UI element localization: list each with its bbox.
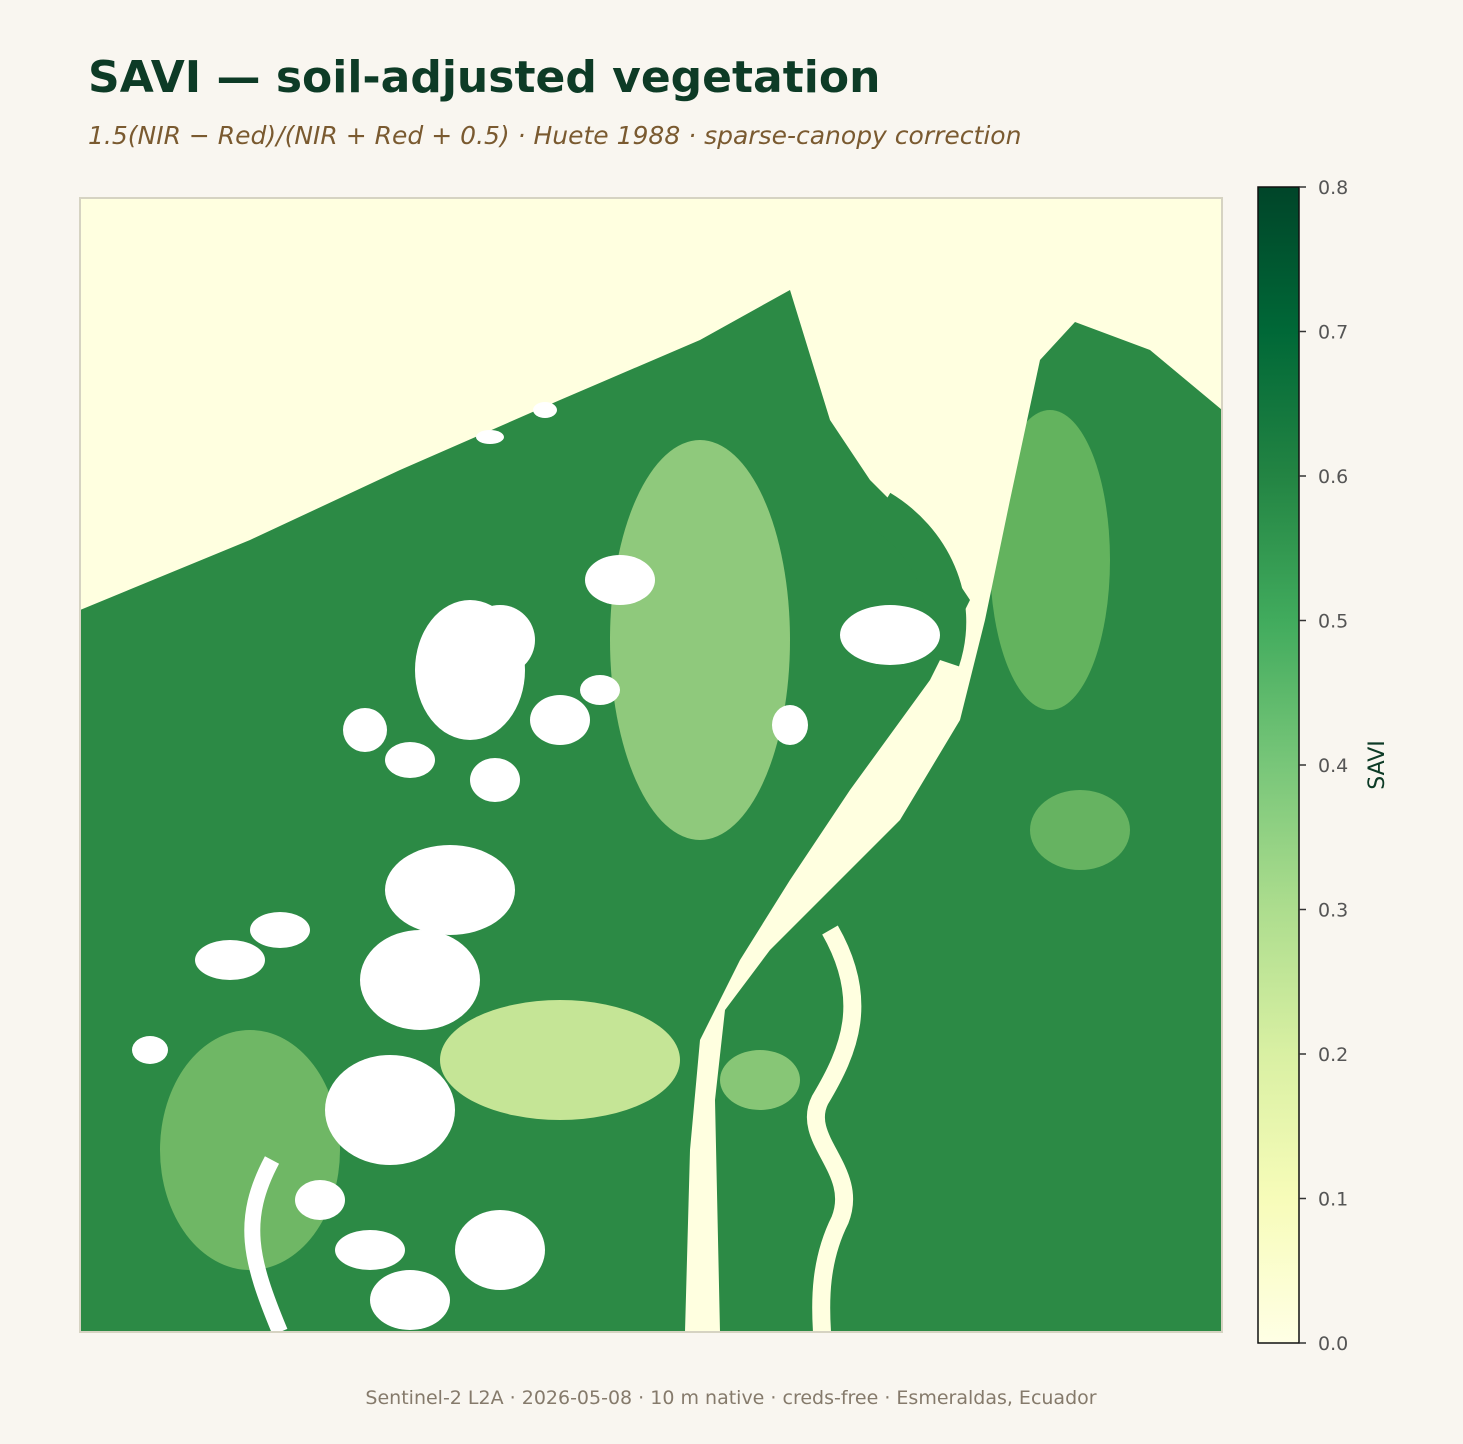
title: SAVI — soil-adjusted vegetation xyxy=(88,52,880,103)
map xyxy=(79,197,1223,1333)
colorbar-tick-label: 0.0 xyxy=(1318,1333,1348,1355)
colorbar-label: SAVI xyxy=(1365,740,1390,790)
island xyxy=(869,492,967,667)
colorbar-tick-label: 0.3 xyxy=(1318,900,1348,922)
urban-area xyxy=(160,1030,340,1270)
colorbar-tick-label: 0.5 xyxy=(1318,611,1348,633)
urban-area xyxy=(440,1000,680,1120)
subtitle: 1.5(NIR − Red)/(NIR + Red + 0.5) · Huete… xyxy=(88,121,1021,150)
urban-area xyxy=(990,410,1110,710)
map-frame xyxy=(79,197,1223,1333)
colorbar-tick-label: 0.2 xyxy=(1318,1044,1348,1066)
colorbar-ramp xyxy=(1257,186,1300,1344)
field xyxy=(720,1050,800,1110)
sea-and-river xyxy=(81,199,1221,1331)
river-branch xyxy=(806,925,862,1331)
colorbar-tick-label: 0.6 xyxy=(1318,466,1348,488)
field xyxy=(1030,790,1130,870)
colorbar-tick-label: 0.4 xyxy=(1318,755,1348,777)
clouds xyxy=(132,402,940,1330)
colorbar-tick-label: 0.8 xyxy=(1318,177,1348,199)
colorbar-tick-label: 0.1 xyxy=(1318,1189,1348,1211)
urban-area xyxy=(610,440,790,840)
colorbar: 0.0 0.1 0.2 0.3 0.4 0.5 0.6 0.7 0.8 xyxy=(1257,177,1348,1355)
colorbar-tick-label: 0.7 xyxy=(1318,322,1348,344)
cloud xyxy=(244,1156,288,1331)
footer: Sentinel-2 L2A · 2026-05-08 · 10 m nativ… xyxy=(365,1387,1096,1409)
